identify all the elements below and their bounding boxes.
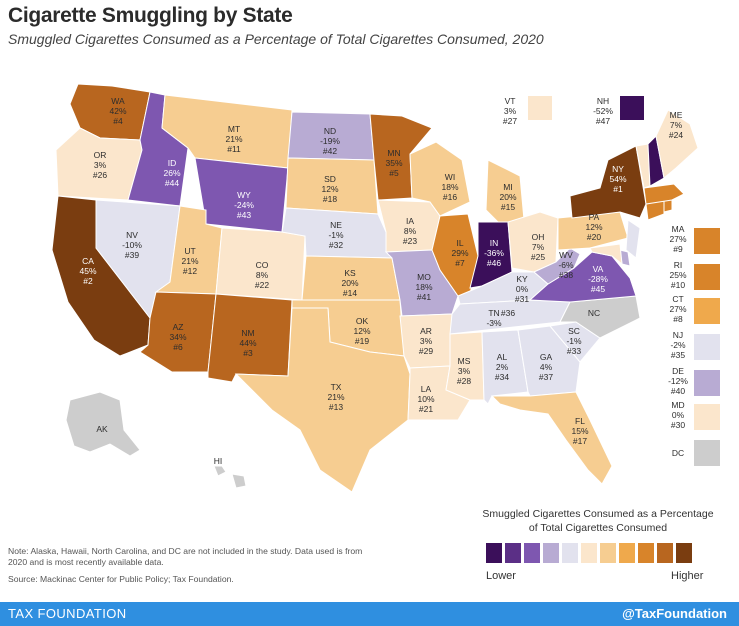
label-OR: OR 3% #26 <box>93 150 107 180</box>
footnote: Note: Alaska, Hawaii, North Carolina, an… <box>8 546 363 567</box>
social-handle: @TaxFoundation <box>622 606 727 621</box>
label-PA: PA 12% #20 <box>585 212 602 242</box>
side-swatch-DC <box>694 440 720 466</box>
label-TX: TX 21% #13 <box>327 382 344 412</box>
label-WY: WY -24% #43 <box>234 190 254 220</box>
side-label-MA: MA 27% #9 <box>669 224 686 254</box>
side-state-list: MA 27% #9 RI 25% #10 CT 27% #8 NJ -2% #35 DE -12%… <box>668 224 720 466</box>
label-ND: ND -19% #42 <box>320 126 340 156</box>
label-AL: AL 2% #34 <box>495 352 509 382</box>
legend-swatch <box>657 543 673 563</box>
callout-box-NH <box>620 96 644 120</box>
legend-swatch <box>581 543 597 563</box>
label-WV: WV -6% #38 <box>558 250 574 280</box>
side-swatch-MD <box>694 404 720 430</box>
state-CO <box>215 227 306 301</box>
label-SD: SD 12% #18 <box>321 174 338 204</box>
state-WV <box>533 247 581 285</box>
label-ME: ME 7% #24 <box>669 110 683 140</box>
chart-title: Cigarette Smuggling by State <box>8 4 293 27</box>
side-label-MD: MD 0% #30 <box>671 400 685 430</box>
legend-swatch <box>638 543 654 563</box>
us-map: WA 42% #4 OR 3% #26 CA 45% #2 ID 26% #44 NV -10% #… <box>51 83 720 493</box>
legend-lower-label: Lower <box>486 570 516 582</box>
label-NH: NH -52% #47 <box>593 96 613 126</box>
side-swatch-DE <box>694 370 720 396</box>
legend-swatch <box>619 543 635 563</box>
label-CA: CA 45% #2 <box>79 256 96 286</box>
side-swatch-RI <box>694 264 720 290</box>
state-MD <box>589 243 623 266</box>
label-NE: NE -1% #32 <box>328 220 344 250</box>
label-NM: NM 44% #3 <box>239 328 256 358</box>
legend-title: Smuggled Cigarettes Consumed as a Percen… <box>482 508 714 534</box>
legend-swatch <box>505 543 521 563</box>
legend-swatch <box>543 543 559 563</box>
state-RI <box>663 199 673 213</box>
state-MA <box>643 183 685 205</box>
label-AZ: AZ 34% #6 <box>169 322 186 352</box>
label-ID: ID 26% #44 <box>163 158 180 188</box>
state-AK <box>65 391 141 457</box>
label-VA: VA -28% #45 <box>588 264 608 294</box>
label-SC: SC -1% #33 <box>566 326 582 356</box>
side-label-CT: CT 27% #8 <box>669 294 686 324</box>
state-ME <box>655 109 699 179</box>
label-LA: LA 10% #21 <box>417 384 434 414</box>
label-AR: AR 3% #29 <box>419 326 433 356</box>
label-AK: AK <box>96 424 108 434</box>
label-MS: MS 3% #28 <box>457 356 471 386</box>
label-TN: TN -3%#36 <box>486 308 515 328</box>
label-VT: VT 3% #27 <box>503 96 517 126</box>
label-WI: WI 18% #16 <box>441 172 458 202</box>
state-NY <box>569 145 647 219</box>
side-swatch-MA <box>694 228 720 254</box>
state-HI-2 <box>231 473 247 489</box>
label-OK: OK 12% #19 <box>353 316 370 346</box>
label-KS: KS 20% #14 <box>341 268 358 298</box>
side-label-NJ: NJ -2% #35 <box>670 330 686 360</box>
label-MO: MO 18% #41 <box>415 272 432 302</box>
brand-name: TAX FOUNDATION <box>8 606 127 621</box>
label-IA: IA 8% #23 <box>403 216 417 246</box>
label-CO: CO 8% #22 <box>255 260 269 290</box>
side-label-DE: DE -12% #40 <box>668 366 688 396</box>
label-NC: NC <box>588 308 600 318</box>
chart-subtitle: Smuggled Cigarettes Consumed as a Percen… <box>8 31 544 47</box>
state-VA <box>528 251 637 303</box>
legend-swatches <box>486 543 692 563</box>
callout-box-VT <box>528 96 552 120</box>
state-WI <box>409 141 471 217</box>
source-note: Source: Mackinac Center for Public Polic… <box>8 574 234 584</box>
side-swatch-CT <box>694 298 720 324</box>
side-swatch-NJ <box>694 334 720 360</box>
label-NY: NY 54% #1 <box>609 164 626 194</box>
label-UT: UT 21% #12 <box>181 246 198 276</box>
side-label-DC: DC <box>672 448 684 458</box>
label-NV: NV -10% #39 <box>122 230 142 260</box>
footer-bar: TAX FOUNDATION @TaxFoundation <box>0 602 739 626</box>
state-FL <box>490 391 613 485</box>
label-MI: MI 20% #15 <box>499 182 516 212</box>
label-HI: HI <box>214 456 223 466</box>
legend-swatch <box>600 543 616 563</box>
label-WA: WA 42% #4 <box>109 96 126 126</box>
state-NJ <box>625 219 641 259</box>
side-label-RI: RI 25% #10 <box>669 260 686 290</box>
legend-higher-label: Higher <box>671 570 704 582</box>
label-MT: MT 21% #11 <box>225 124 242 154</box>
label-IL: IL 29% #7 <box>451 238 468 268</box>
state-TX <box>234 307 411 493</box>
label-IN: IN -36% #46 <box>484 238 504 268</box>
label-FL: FL 15% #17 <box>571 416 588 446</box>
label-KY: KY 0% #31 <box>515 274 529 304</box>
label-GA: GA 4% #37 <box>539 352 553 382</box>
legend-swatch <box>524 543 540 563</box>
label-OH: OH 7% #25 <box>531 232 545 262</box>
legend-swatch <box>486 543 502 563</box>
legend-swatch <box>676 543 692 563</box>
legend-swatch <box>562 543 578 563</box>
state-HI <box>213 465 227 477</box>
label-MN: MN 35% #5 <box>385 148 402 178</box>
